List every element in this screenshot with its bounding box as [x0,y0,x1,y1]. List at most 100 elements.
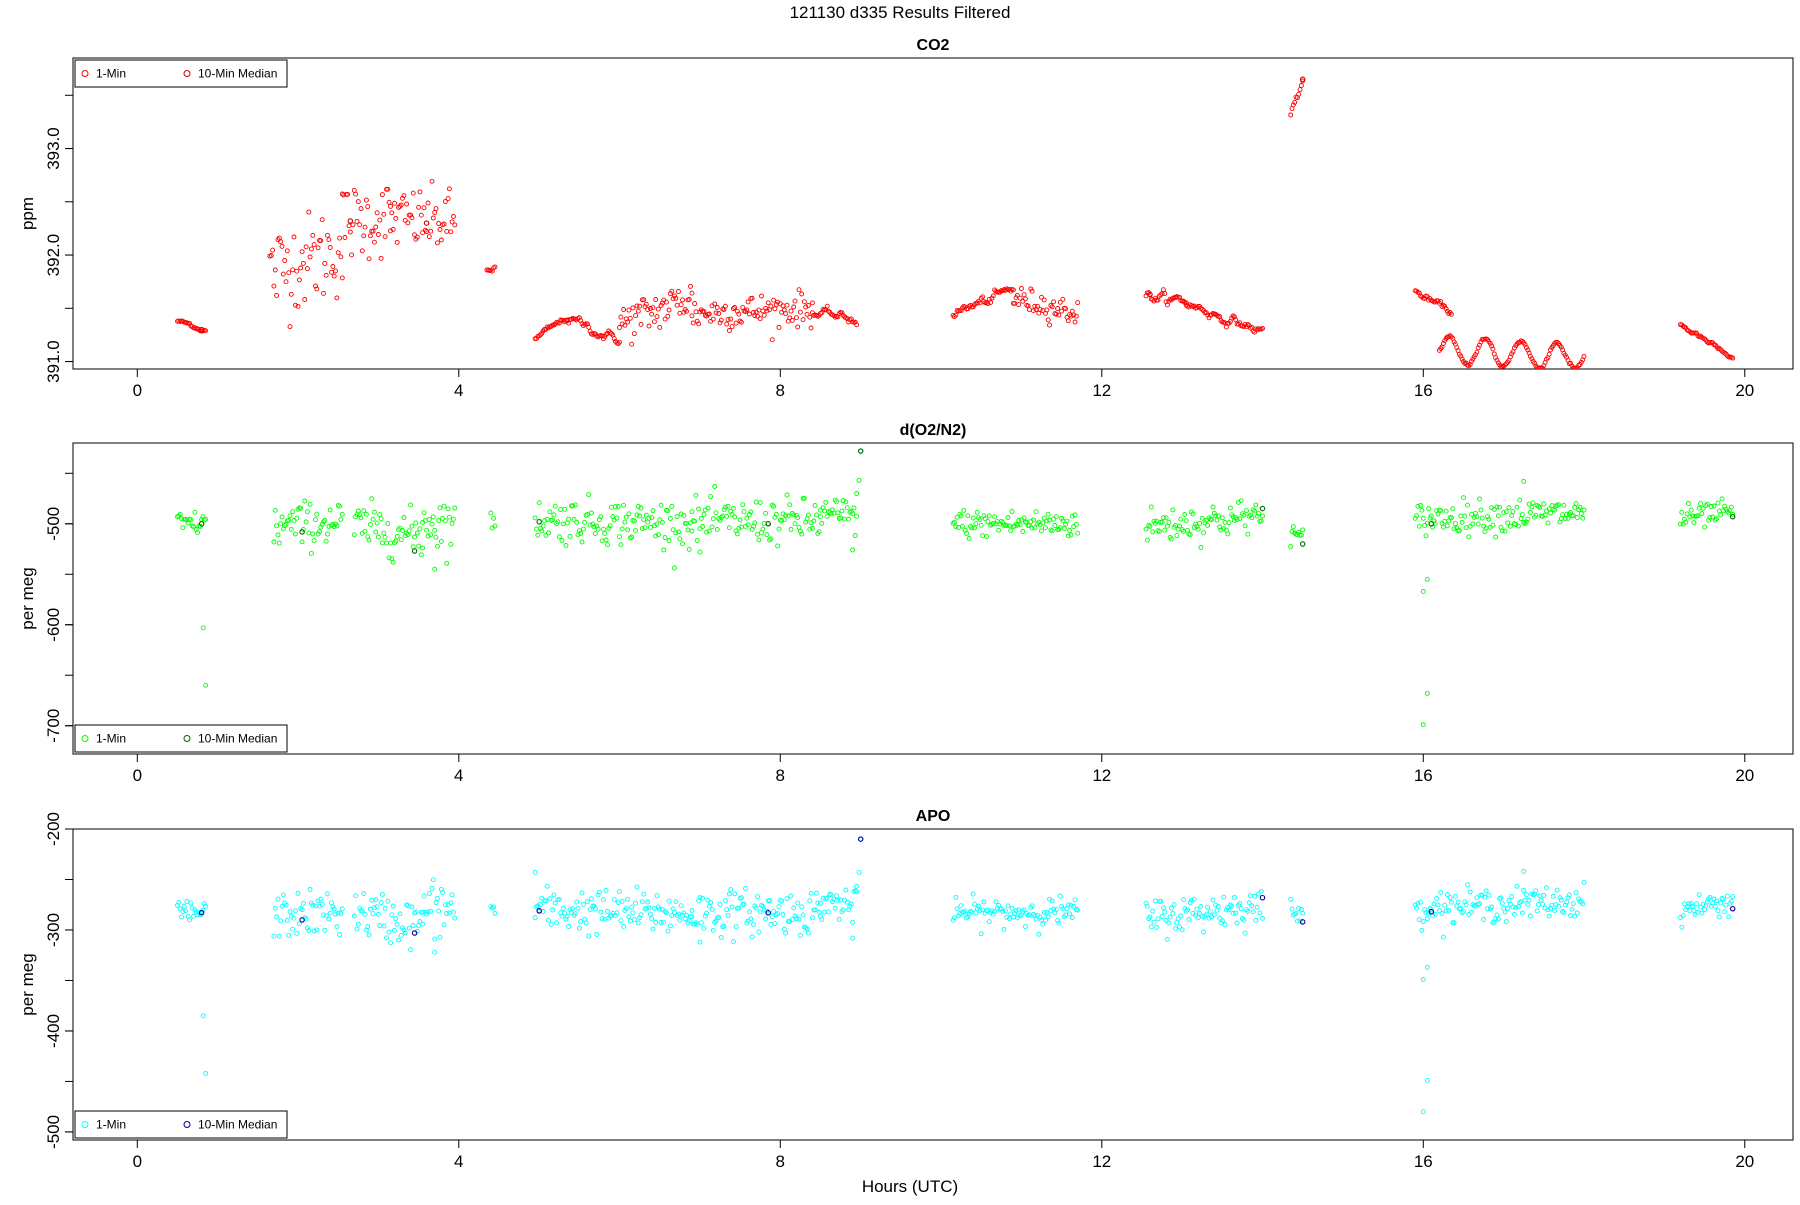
data-point [1467,523,1473,529]
data-point [1068,902,1074,908]
data-point [272,507,278,513]
data-point [1461,909,1466,915]
data-point [646,515,652,521]
data-point [398,932,404,938]
data-point [716,311,722,316]
data-point [972,901,977,907]
data-point [1428,513,1434,519]
data-point [673,295,679,301]
data-point [1522,342,1528,348]
data-point [388,203,393,209]
data-point [1206,315,1212,321]
data-point [1174,533,1180,539]
data-point [438,538,444,544]
data-point [1521,887,1527,893]
data-point [1466,534,1472,540]
data-point [381,211,387,217]
data-point [1688,900,1694,906]
data-point [787,315,793,321]
data-point [1477,496,1482,502]
data-point [669,913,675,919]
data-point [420,921,426,927]
data-point [1532,360,1537,366]
data-point [658,920,664,926]
data-point [288,526,294,532]
data-point [808,325,814,331]
data-point [1013,908,1019,914]
data-point [1718,900,1724,906]
data-point [405,220,411,226]
data-point [992,909,998,915]
data-point [792,298,798,304]
data-point [807,898,813,904]
data-point [669,288,675,294]
data-point [397,911,403,917]
data-point [563,916,569,922]
data-point [359,248,365,254]
data-point [556,534,562,540]
data-point [779,518,785,524]
x-tick-label: 0 [133,1152,142,1171]
data-point [183,908,188,914]
data-point [444,228,450,234]
data-point [1233,317,1239,323]
x-tick-label: 8 [776,381,785,400]
data-point [662,316,668,322]
data-point [181,903,187,909]
data-point [390,559,396,565]
data-point [717,517,723,523]
data-point [846,516,852,522]
data-point [986,919,992,925]
data-point [434,240,440,246]
data-point [716,915,722,920]
median-point [411,930,418,936]
data-point [1197,911,1203,916]
data-point [1190,511,1196,517]
data-point [638,321,644,327]
data-point [1065,533,1071,539]
data-point [732,891,738,897]
data-point [325,232,330,238]
outlier-point [532,869,538,875]
data-point [558,506,564,512]
data-point [338,911,344,916]
data-point [1527,510,1533,515]
data-point [1213,513,1219,519]
data-point [816,909,822,915]
data-point [1556,502,1562,508]
data-point [1576,896,1582,902]
data-point [1518,899,1524,905]
data-point [854,513,860,519]
data-point [809,525,815,531]
data-point [571,516,577,522]
data-point [1700,506,1706,511]
data-point [295,303,301,309]
data-point [1194,906,1200,912]
data-point [1045,914,1051,920]
data-point [635,920,641,926]
data-point [712,920,718,925]
data-point [584,512,590,517]
data-point [588,896,594,902]
data-point [361,891,367,896]
data-point [288,913,294,919]
data-point [414,234,420,240]
data-point [318,524,324,530]
data-point [1438,299,1444,305]
data-point [950,520,956,526]
data-point [398,537,404,543]
data-point [441,221,447,227]
data-point [726,891,732,897]
data-point [313,517,318,523]
data-point [195,530,201,536]
data-point [1451,920,1457,926]
data-point [1009,905,1015,911]
data-point [1540,901,1545,907]
data-point [783,512,789,518]
data-point [598,909,604,915]
data-point [646,323,652,329]
data-point [850,919,856,925]
data-point [366,256,372,262]
data-point [1698,501,1704,507]
data-point [1682,516,1687,522]
